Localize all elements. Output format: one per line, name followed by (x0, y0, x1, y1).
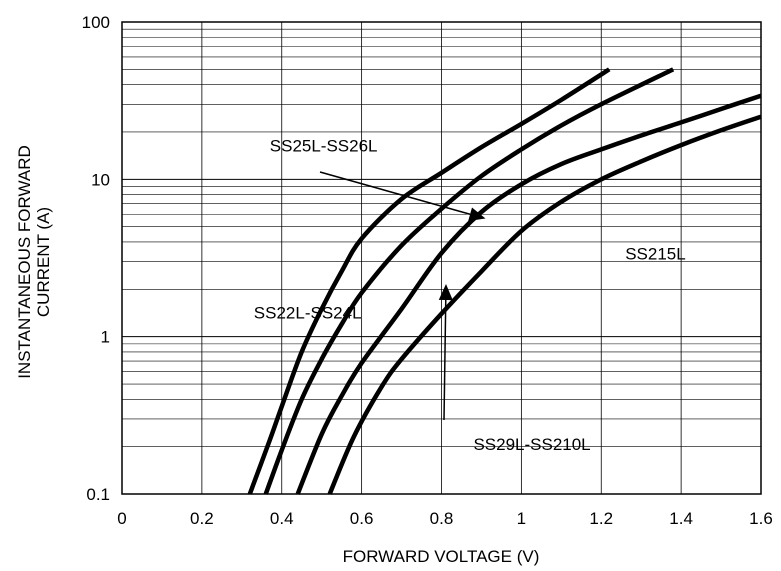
annotation-label-3: SS215L (625, 244, 686, 263)
x-tick-labels: 0 0.2 0.4 0.6 0.8 1 1.2 1.4 1.6 (117, 509, 773, 528)
x-tick-label: 0.2 (190, 509, 214, 528)
y-tick-label: 0.1 (86, 485, 110, 504)
y-tick-label: 10 (91, 170, 110, 189)
x-tick-label: 1 (517, 509, 526, 528)
y-axis-title: INSTANTANEOUS FORWARD CURRENT (A) (15, 145, 53, 379)
series-line-1 (247, 67, 611, 495)
x-tick-label: 0.8 (430, 509, 454, 528)
x-tick-label: 0 (117, 509, 126, 528)
x-axis-title: FORWARD VOLTAGE (V) (343, 547, 540, 566)
y-tick-labels: 0.1 1 10 100 (82, 13, 110, 504)
y-axis-title-line-2: CURRENT (A) (34, 207, 53, 317)
annotation-label-1: SS25L-SS26L (270, 137, 378, 156)
y-axis-title-line-1: INSTANTANEOUS FORWARD (15, 145, 34, 379)
x-tick-label: 0.6 (350, 509, 374, 528)
annotation-arrow-line-2 (443, 299, 447, 421)
x-tick-label: 1.4 (669, 509, 693, 528)
series-layer (247, 67, 762, 495)
x-tick-label: 0.4 (270, 509, 294, 528)
plot-area-frame (121, 21, 762, 495)
annotation-arrowhead-1 (468, 207, 486, 221)
annotation-label-2: SS22L-SS24L (254, 304, 362, 323)
x-tick-label: 1.6 (749, 509, 773, 528)
annotation-arrow-line-1 (319, 171, 471, 215)
annotation-layer: SS25L-SS26L SS22L-SS24L SS215L SS29L-SS210L (254, 137, 686, 455)
series-line-3 (295, 93, 762, 495)
annotation-label-4: SS29L-SS210L (473, 435, 590, 454)
series-line-4 (327, 114, 762, 495)
x-tick-label: 1.2 (589, 509, 613, 528)
annotation-arrowhead-2 (438, 284, 453, 301)
y-tick-label: 100 (82, 13, 110, 32)
y-tick-label: 1 (101, 328, 110, 347)
series-line-2 (263, 67, 675, 495)
